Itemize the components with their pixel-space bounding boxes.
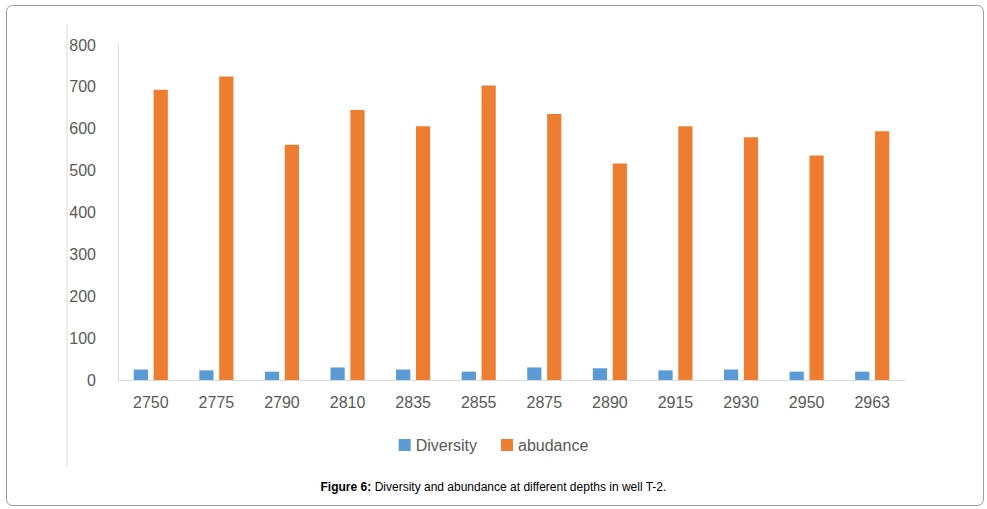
svg-text:Figure 6:: Figure 6: xyxy=(321,480,372,494)
svg-text:2875: 2875 xyxy=(526,394,562,411)
svg-text:2855: 2855 xyxy=(461,394,497,411)
svg-text:800: 800 xyxy=(69,37,96,54)
svg-text:2790: 2790 xyxy=(264,394,300,411)
svg-text:2915: 2915 xyxy=(658,394,694,411)
svg-text:Diversity and abundance at dif: Diversity and abundance at different dep… xyxy=(371,480,666,494)
svg-text:700: 700 xyxy=(69,78,96,95)
svg-text:2963: 2963 xyxy=(854,394,890,411)
svg-text:200: 200 xyxy=(69,288,96,305)
svg-text:2930: 2930 xyxy=(723,394,759,411)
svg-text:100: 100 xyxy=(69,330,96,347)
svg-text:abudance: abudance xyxy=(518,437,588,454)
svg-text:400: 400 xyxy=(69,204,96,221)
svg-text:300: 300 xyxy=(69,246,96,263)
svg-text:2890: 2890 xyxy=(592,394,628,411)
svg-text:0: 0 xyxy=(87,372,96,389)
svg-text:2775: 2775 xyxy=(199,394,235,411)
svg-text:600: 600 xyxy=(69,120,96,137)
svg-text:2835: 2835 xyxy=(395,394,431,411)
svg-text:2750: 2750 xyxy=(133,394,169,411)
svg-text:2810: 2810 xyxy=(330,394,366,411)
svg-text:Diversity: Diversity xyxy=(416,437,477,454)
svg-text:500: 500 xyxy=(69,162,96,179)
svg-text:2950: 2950 xyxy=(789,394,825,411)
